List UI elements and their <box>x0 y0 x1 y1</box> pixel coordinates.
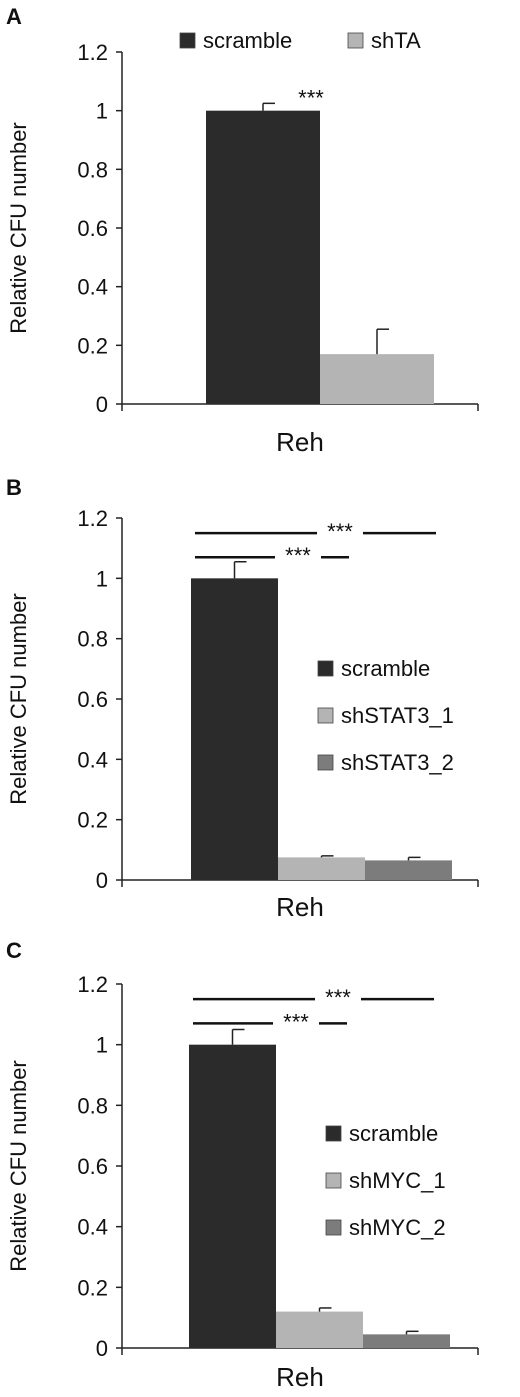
chart-a-y-tick-label: 0 <box>96 392 108 417</box>
chart-panel-c: C 0 0.2 0.4 0.6 0.8 1 1.2 Relative CFU number Re… <box>0 930 520 1397</box>
chart-panel-b: B 0 0.2 0.4 0.6 0.8 1 1.2 Relative CFU number Re… <box>0 465 520 930</box>
chart-a-bar-scramble <box>206 110 320 405</box>
chart-b-y-tick-label: 0.4 <box>77 747 108 772</box>
chart-b-y-tick-label: 0.6 <box>77 687 108 712</box>
chart-c-bracket-label: *** <box>283 1009 309 1034</box>
chart-a-legend-swatch <box>179 32 196 49</box>
chart-a-bar-shta <box>320 354 434 404</box>
chart-c-y-tick-label: 1 <box>96 1033 108 1058</box>
chart-a-y-tick-label: 0.6 <box>77 216 108 241</box>
panel-label-b: B <box>6 475 22 500</box>
chart-b-legend-label: shSTAT3_2 <box>341 750 454 775</box>
chart-b-y-tick-label: 0.2 <box>77 808 108 833</box>
chart-a-significance-label: *** <box>298 85 324 110</box>
chart-c-legend-label: shMYC_1 <box>349 1168 446 1193</box>
chart-b-legend-label: scramble <box>341 656 430 681</box>
chart-c-y-tick-label: 0.8 <box>77 1093 108 1118</box>
chart-b-legend-swatch <box>317 660 334 677</box>
chart-c-y-tick-label: 0.4 <box>77 1215 108 1240</box>
chart-c-bar-shmyc_2 <box>363 1334 450 1348</box>
chart-c-bracket-label: *** <box>325 985 351 1010</box>
chart-b-bracket-label: *** <box>285 543 311 568</box>
chart-a-legend-label: shTA <box>371 28 421 53</box>
chart-b-y-tick-label: 1.2 <box>77 506 108 531</box>
chart-a-svg: A 0 0.2 0.4 0.6 0.8 1 1.2 Relative CFU number Re… <box>6 4 479 457</box>
chart-b-bar-shstat3_1 <box>278 857 365 880</box>
panel-label-a: A <box>6 4 22 29</box>
chart-a-legend-swatch <box>347 32 364 49</box>
chart-c-bar-shmyc_1 <box>276 1311 363 1348</box>
chart-c-y-tick-label: 0 <box>96 1336 108 1361</box>
chart-c-legend-swatch <box>325 1172 342 1189</box>
chart-a-y-tick-label: 1.2 <box>77 40 108 65</box>
chart-a-y-tick-label: 1 <box>96 99 108 124</box>
chart-b-y-axis-label: Relative CFU number <box>6 593 31 805</box>
chart-b-svg: B 0 0.2 0.4 0.6 0.8 1 1.2 Relative CFU number Re… <box>6 475 479 922</box>
chart-b-bracket-label: *** <box>327 519 353 544</box>
panel-label-c: C <box>6 938 22 963</box>
chart-b-legend-swatch <box>317 754 334 771</box>
chart-a-y-tick-label: 0.4 <box>77 275 108 300</box>
chart-b-y-tick-label: 0.8 <box>77 627 108 652</box>
chart-panel-a: A 0 0.2 0.4 0.6 0.8 1 1.2 Relative CFU number Re… <box>0 0 520 465</box>
chart-c-x-axis-label: Reh <box>276 1362 324 1392</box>
chart-c-legend-label: scramble <box>349 1121 438 1146</box>
chart-c-y-tick-label: 0.2 <box>77 1275 108 1300</box>
chart-c-y-tick-label: 1.2 <box>77 972 108 997</box>
chart-c-legend-label: shMYC_2 <box>349 1215 446 1240</box>
chart-c-y-axis-label: Relative CFU number <box>6 1060 31 1272</box>
chart-a-y-tick-label: 0.2 <box>77 333 108 358</box>
chart-c-legend-swatch <box>325 1125 342 1142</box>
chart-a-legend-label: scramble <box>203 28 292 53</box>
chart-c-y-tick-label: 0.6 <box>77 1154 108 1179</box>
chart-a-x-axis-label: Reh <box>276 427 324 457</box>
chart-b-y-tick-label: 0 <box>96 868 108 893</box>
chart-b-bar-shstat3_2 <box>365 860 452 880</box>
chart-c-bar-scramble <box>189 1044 276 1348</box>
chart-a-y-tick-label: 0.8 <box>77 157 108 182</box>
chart-b-y-tick-label: 1 <box>96 566 108 591</box>
chart-c-svg: C 0 0.2 0.4 0.6 0.8 1 1.2 Relative CFU number Re… <box>6 938 479 1392</box>
chart-c-legend-swatch <box>325 1219 342 1236</box>
chart-b-legend-label: shSTAT3_1 <box>341 703 454 728</box>
chart-a-y-axis-label: Relative CFU number <box>6 122 31 334</box>
chart-b-bar-scramble <box>191 578 278 880</box>
chart-b-legend-swatch <box>317 707 334 724</box>
chart-b-x-axis-label: Reh <box>276 892 324 922</box>
